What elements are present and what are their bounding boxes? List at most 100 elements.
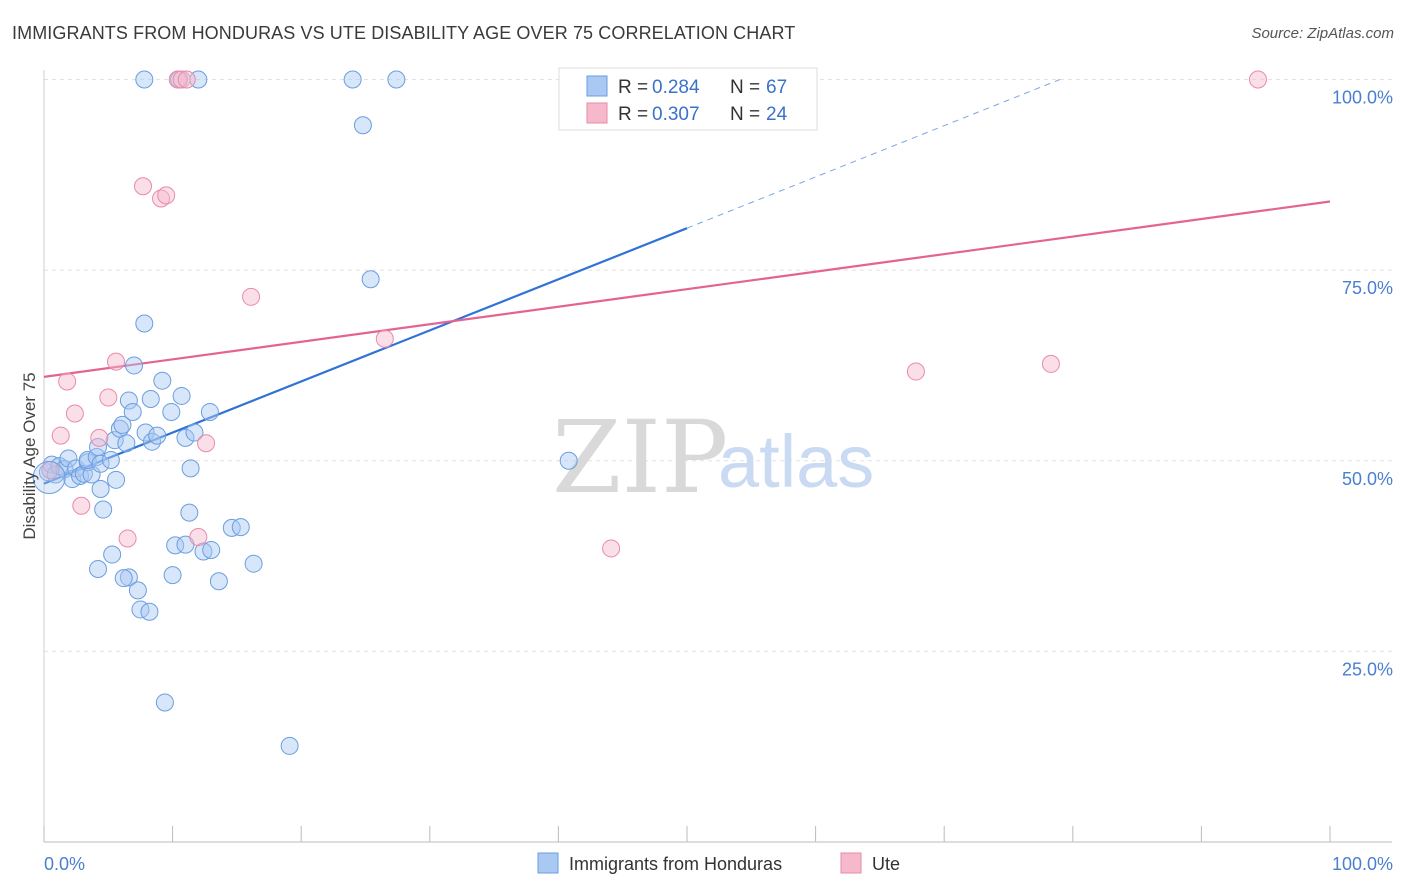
axes <box>43 70 1392 843</box>
point-ute-13 <box>172 70 191 89</box>
point-honduras-34 <box>185 423 204 442</box>
point-ute-11 <box>157 186 176 205</box>
legend-n-value-honduras: 67 <box>766 77 787 98</box>
point-honduras-27 <box>143 432 162 451</box>
point-honduras-33 <box>181 459 200 478</box>
point-honduras-54 <box>89 560 108 579</box>
point-honduras-30 <box>162 402 181 421</box>
point-honduras-63 <box>387 70 406 89</box>
bottom-legend-swatch-ute[interactable] <box>840 852 862 874</box>
y-tick-label-100: 100.0% <box>1332 88 1393 108</box>
point-ute-14 <box>177 70 196 89</box>
point-honduras-29 <box>153 371 172 390</box>
point-honduras-57 <box>280 736 299 755</box>
point-ute-2 <box>58 372 77 391</box>
x-tick-label-min: 0.0% <box>44 854 85 874</box>
bottom-legend-label-honduras[interactable]: Immigrants from Honduras <box>569 854 782 874</box>
gridlines <box>44 79 1392 652</box>
x-tick-label-max: 100.0% <box>1332 854 1393 874</box>
point-honduras-cluster <box>32 461 66 495</box>
y-tick-label-50: 50.0% <box>1342 469 1393 489</box>
point-honduras-39 <box>103 545 122 564</box>
point-honduras-37 <box>94 500 113 519</box>
point-ute-19 <box>602 539 621 558</box>
point-honduras-61 <box>343 70 362 89</box>
legend-swatch-honduras <box>586 75 608 97</box>
point-honduras-16 <box>101 450 120 469</box>
point-ute-9 <box>134 177 153 196</box>
watermark-atlas: atlas <box>718 420 874 503</box>
point-honduras-9 <box>74 464 93 483</box>
y-tick-label-25: 25.0% <box>1342 659 1393 679</box>
point-honduras-35 <box>200 402 219 421</box>
point-honduras-62 <box>353 116 372 135</box>
legend-n-label-honduras: N = <box>730 77 760 98</box>
point-ute-10 <box>152 189 171 208</box>
point-honduras-26 <box>141 389 160 408</box>
y-axis-title: Disability Age Over 75 <box>20 372 39 539</box>
point-ute-8 <box>118 529 137 548</box>
legend-n-value-ute: 24 <box>766 104 788 125</box>
point-honduras-31 <box>172 386 191 405</box>
point-honduras-17 <box>105 431 124 450</box>
point-honduras-51 <box>222 518 241 537</box>
point-ute-1 <box>51 426 70 445</box>
point-ute-22 <box>1248 70 1267 89</box>
point-honduras-43 <box>140 602 159 621</box>
trend-line-ute <box>43 200 1331 378</box>
point-ute-6 <box>99 388 118 407</box>
point-ute-3 <box>65 404 84 423</box>
point-honduras-49 <box>202 540 221 559</box>
point-honduras-65 <box>559 451 578 470</box>
point-honduras-44 <box>163 566 182 585</box>
bottom-legend-label-ute[interactable]: Ute <box>872 854 900 874</box>
legend-swatch-ute <box>586 102 608 124</box>
point-honduras-55 <box>114 569 133 588</box>
point-ute-4 <box>72 496 91 515</box>
point-honduras-64 <box>361 270 380 289</box>
point-honduras-47 <box>180 503 199 522</box>
trend-line-honduras-extension <box>686 79 1061 229</box>
point-honduras-28 <box>148 426 167 445</box>
legend-r-label-honduras: R = <box>618 77 648 98</box>
point-honduras-23 <box>125 356 144 375</box>
chart-source: Source: ZipAtlas.com <box>1251 25 1394 42</box>
series-legend: Immigrants from Honduras Ute <box>537 852 900 874</box>
stats-legend: R = 0.284 N = 67 R = 0.307 N = 24 <box>558 67 818 131</box>
point-ute-17 <box>242 287 261 306</box>
point-honduras-56 <box>155 693 174 712</box>
point-honduras-53 <box>244 554 263 573</box>
point-honduras-32 <box>176 428 195 447</box>
point-ute-12 <box>168 70 187 89</box>
point-ute-20 <box>906 362 925 381</box>
point-ute-7 <box>107 352 126 371</box>
point-honduras-48 <box>194 542 213 561</box>
point-honduras-36 <box>91 479 110 498</box>
point-honduras-41 <box>128 581 147 600</box>
point-honduras-21 <box>119 391 138 410</box>
legend-n-label-ute: N = <box>730 104 760 125</box>
data-points <box>32 70 1267 755</box>
point-honduras-20 <box>117 434 136 453</box>
point-ute-18 <box>375 329 394 348</box>
watermark-zip: ZIP <box>552 399 728 516</box>
point-honduras-22 <box>123 402 142 421</box>
point-honduras-45 <box>166 536 185 555</box>
point-honduras-58 <box>135 70 154 89</box>
watermark: ZIP atlas <box>552 399 874 516</box>
legend-r-value-honduras: 0.284 <box>652 77 700 98</box>
y-tick-labels: 25.0% 50.0% 75.0% 100.0% <box>1332 88 1393 680</box>
legend-r-label-ute: R = <box>618 104 648 125</box>
point-honduras-11 <box>82 465 101 484</box>
point-honduras-52 <box>231 518 250 537</box>
point-ute-5 <box>90 428 109 447</box>
point-honduras-40 <box>119 568 138 587</box>
chart-title: IMMIGRANTS FROM HONDURAS VS UTE DISABILI… <box>12 23 796 43</box>
bottom-legend-swatch-honduras[interactable] <box>537 852 559 874</box>
point-ute-21 <box>1041 354 1060 373</box>
point-honduras-38 <box>107 470 126 489</box>
legend-r-value-ute: 0.307 <box>652 104 700 125</box>
y-tick-label-75: 75.0% <box>1342 278 1393 298</box>
point-ute-16 <box>197 434 216 453</box>
